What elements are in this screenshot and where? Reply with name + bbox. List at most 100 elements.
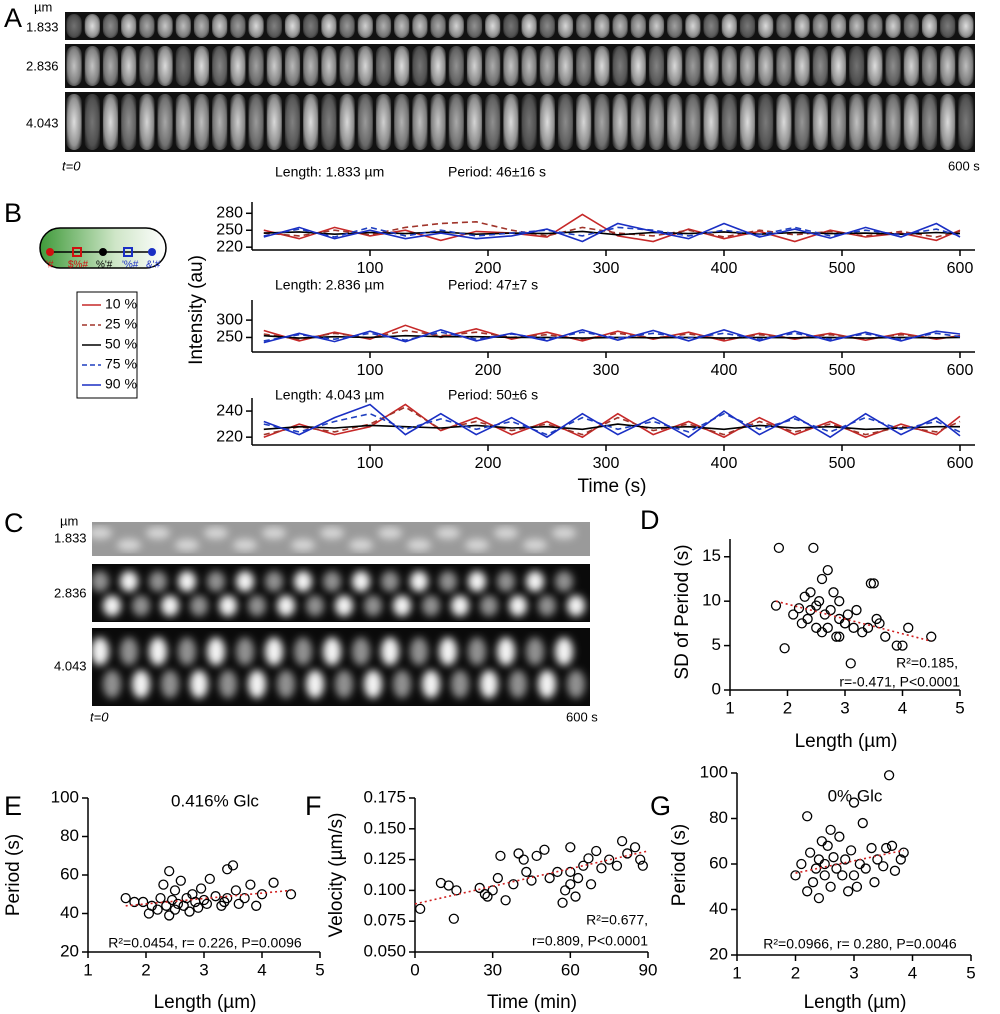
- unit-label: µm: [60, 513, 78, 528]
- y-tick-label: 0: [712, 679, 721, 698]
- y-tick-label: 80: [60, 826, 79, 845]
- x-tick-label: 300: [593, 455, 620, 472]
- point: [842, 609, 854, 620]
- point: [518, 854, 529, 865]
- cell-image: [102, 14, 119, 38]
- cell-image: [466, 46, 483, 86]
- x-tick-label: 2: [141, 960, 150, 979]
- point: [285, 889, 297, 900]
- point: [834, 631, 845, 642]
- cell-image: [685, 94, 701, 150]
- cell-image: [776, 46, 792, 86]
- cell-image: [739, 14, 756, 38]
- blob: [294, 637, 312, 666]
- point: [175, 875, 186, 886]
- cell-image: [284, 94, 301, 150]
- cell-image: [758, 94, 774, 150]
- point: [526, 875, 537, 886]
- point: [585, 879, 597, 890]
- annotation: R²=0.0454, r= 0.226, P=0.0096: [108, 935, 302, 951]
- blob: [233, 539, 257, 551]
- cell-image: [212, 46, 228, 86]
- cell-image: [448, 46, 464, 86]
- blob: [323, 637, 341, 666]
- panel-letter: G: [650, 791, 671, 821]
- blob: [497, 637, 515, 666]
- cell-image: [193, 94, 210, 150]
- cell-image: [175, 94, 191, 150]
- cell-image: [703, 46, 719, 86]
- annotation: R²=0.0966, r= 0.280, P=0.0046: [763, 936, 957, 952]
- blob: [120, 637, 138, 666]
- cell-image: [612, 14, 628, 38]
- point: [451, 885, 462, 896]
- point: [868, 578, 879, 589]
- cell-image: [394, 94, 410, 150]
- cell-image: [84, 14, 100, 38]
- kymograph-blobs: [88, 527, 576, 551]
- cell-image: [321, 94, 337, 150]
- cell-image: [903, 94, 919, 150]
- y-tick-label: 40: [60, 903, 79, 922]
- blob: [219, 595, 237, 617]
- y-tick-label: 60: [60, 864, 79, 883]
- cell-image: [412, 94, 428, 150]
- point: [513, 848, 524, 859]
- y-tick-label: 0.150: [363, 818, 406, 837]
- blob: [468, 570, 486, 592]
- point: [611, 860, 623, 871]
- blob: [262, 527, 286, 539]
- x-tick-label: 600: [947, 260, 974, 277]
- point: [508, 879, 519, 890]
- point: [804, 847, 816, 858]
- y-tick-label: 10: [702, 591, 721, 610]
- x-axis-label: Length (µm): [795, 731, 898, 752]
- cell-image: [758, 14, 774, 38]
- time-start: t=0: [90, 709, 109, 724]
- blob: [207, 570, 225, 592]
- blob: [480, 670, 498, 699]
- cell-image: [667, 94, 683, 150]
- y-tick-label: 60: [709, 853, 728, 872]
- unit-label: µm: [34, 0, 52, 14]
- point: [565, 879, 576, 890]
- x-tick-label: 5: [955, 698, 964, 717]
- blob: [352, 637, 370, 666]
- row-label: 1.833: [54, 530, 87, 545]
- blob: [103, 595, 121, 617]
- cell-image: [139, 46, 155, 86]
- cell-image: [794, 14, 810, 38]
- x-tick-label: 500: [829, 455, 856, 472]
- y-tick-label: 250: [216, 221, 243, 238]
- y-tick-label: 0.175: [363, 787, 406, 806]
- point: [851, 881, 863, 892]
- cell-image: [139, 14, 155, 38]
- cell-image: [121, 94, 137, 150]
- point: [443, 880, 454, 891]
- cell-image: [284, 46, 301, 86]
- blob: [306, 670, 324, 699]
- point: [245, 879, 256, 890]
- point: [898, 847, 909, 858]
- point: [822, 622, 833, 633]
- blob: [175, 539, 199, 551]
- cell-image: [66, 14, 82, 38]
- cell-image: [958, 94, 974, 150]
- cell-image: [266, 46, 282, 86]
- point: [881, 842, 892, 854]
- point: [834, 831, 845, 842]
- point: [831, 631, 842, 642]
- point: [819, 870, 830, 881]
- point: [482, 891, 493, 902]
- blob: [552, 527, 576, 539]
- point: [848, 870, 860, 881]
- cell-image: [230, 94, 246, 150]
- cell-image: [175, 14, 191, 38]
- cell-image: [667, 14, 683, 38]
- blob: [190, 595, 208, 617]
- cell-image: [503, 46, 519, 86]
- y-axis-label: SD of Period (s): [672, 544, 693, 679]
- y-tick-label: 20: [709, 944, 728, 963]
- cell-image: [557, 14, 574, 38]
- kymograph-blobs: [91, 637, 585, 699]
